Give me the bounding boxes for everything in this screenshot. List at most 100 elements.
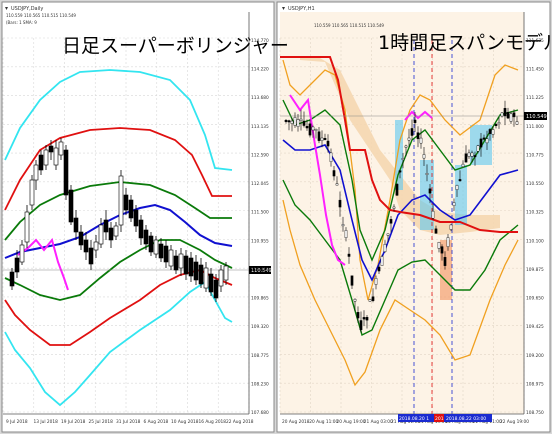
right-plot-area[interactable] bbox=[279, 12, 525, 414]
span-blue-line bbox=[282, 139, 519, 282]
candle-body bbox=[440, 246, 444, 254]
candle-body bbox=[473, 155, 477, 158]
left-plot-area[interactable] bbox=[2, 12, 250, 414]
candle-body bbox=[9, 271, 15, 287]
right-ohlc-line: 110.559 110.565 110.515 110.549 bbox=[314, 23, 384, 28]
highlight-zone bbox=[440, 240, 452, 300]
x-tick-label: 19 Jul 2018 bbox=[61, 419, 86, 425]
y-tick-label: 110.325 bbox=[526, 210, 544, 216]
candle-body bbox=[380, 256, 384, 266]
y-tick-label: 107.680 bbox=[251, 410, 269, 416]
candle-body bbox=[434, 228, 438, 234]
date-label-1: 2018.08.20 1 bbox=[399, 416, 429, 422]
candle-body bbox=[497, 122, 501, 125]
candle-body bbox=[188, 257, 194, 277]
upper-span-green bbox=[282, 99, 519, 262]
candle-body bbox=[464, 153, 468, 163]
candle-body bbox=[88, 247, 94, 265]
lower-outer-band bbox=[282, 199, 519, 387]
y-tick-label: 109.875 bbox=[526, 267, 544, 273]
candle-body bbox=[168, 249, 174, 267]
candle-body bbox=[143, 229, 149, 245]
candle-body bbox=[148, 235, 154, 253]
right-date-labels: 2018.08.20 1 2018.0 2018.08.22 03:00 bbox=[398, 414, 492, 422]
candle-body bbox=[374, 278, 378, 285]
candle-body bbox=[320, 137, 324, 141]
candle-body bbox=[371, 296, 375, 301]
y-tick-label: 113.135 bbox=[251, 124, 269, 130]
candle-body bbox=[353, 298, 357, 302]
candle-body bbox=[113, 225, 119, 237]
candle-body bbox=[359, 320, 363, 331]
candle-body bbox=[193, 261, 199, 281]
candle-body bbox=[311, 126, 315, 131]
x-tick-label: 22 Aug 19:00 bbox=[500, 419, 529, 425]
x-tick-label: 20 Aug 2018 bbox=[282, 419, 310, 425]
candle-body bbox=[341, 224, 345, 227]
candle-body bbox=[317, 131, 321, 141]
y-tick-label: 111.450 bbox=[526, 67, 544, 73]
candle-body bbox=[515, 121, 519, 125]
candle-body bbox=[38, 154, 44, 171]
y-tick-label: 110.100 bbox=[526, 238, 544, 244]
candle-body bbox=[48, 145, 54, 153]
candle-body bbox=[183, 255, 189, 275]
right-y-axis: 111.675 111.450 111.225 111.000 110.775 110.5… bbox=[526, 38, 544, 416]
candle-body bbox=[422, 154, 426, 159]
x-tick-label: 20 Aug 11:00 bbox=[309, 419, 338, 425]
candle-body bbox=[326, 140, 330, 147]
candle-body bbox=[413, 119, 417, 124]
candle-body bbox=[410, 128, 414, 136]
lower-3sigma-line bbox=[4, 280, 233, 407]
candle-body bbox=[178, 253, 184, 269]
right-price-badge: 110.549 bbox=[524, 112, 547, 120]
span-cloud bbox=[300, 58, 500, 235]
candle-body bbox=[43, 149, 49, 166]
candle-body bbox=[73, 217, 79, 233]
candle-body bbox=[491, 129, 495, 135]
y-tick-label: 109.865 bbox=[251, 296, 269, 302]
date-label-2: 2018.0 bbox=[435, 416, 451, 422]
lagging-span-line bbox=[17, 237, 69, 291]
candle-body bbox=[302, 120, 306, 126]
y-tick-label: 110.955 bbox=[251, 238, 269, 244]
svg-text:110.559 110.565 110.515 110.54: 110.559 110.565 110.515 110.549 bbox=[6, 13, 76, 18]
candle-body bbox=[203, 267, 209, 289]
candle-body bbox=[347, 253, 351, 257]
candle-body bbox=[431, 210, 435, 219]
candle-body bbox=[377, 266, 381, 272]
right-chart-header: ▾ USDJPY,H1 110.559 110.565 110.515 110.… bbox=[282, 5, 384, 28]
left-x-axis: 9 Jul 2018 13 Jul 2018 19 Jul 2018 25 Jul 2… bbox=[6, 419, 254, 425]
candle-body bbox=[123, 194, 129, 211]
y-tick-label: 111.225 bbox=[526, 95, 544, 101]
candle-body bbox=[362, 317, 366, 320]
candle-body bbox=[173, 255, 179, 271]
candle-body bbox=[33, 164, 39, 181]
candle-body bbox=[470, 152, 474, 157]
svg-text:日足スーパーボリンジャー: 日足スーパーボリンジャー bbox=[62, 35, 289, 57]
candle-body bbox=[494, 124, 498, 126]
candle-body bbox=[284, 119, 288, 122]
candle-body bbox=[308, 123, 312, 136]
svg-text:1時間足スパンモデル: 1時間足スパンモデル bbox=[378, 32, 552, 54]
candle-body bbox=[83, 239, 89, 253]
y-tick-label: 112.590 bbox=[251, 152, 269, 158]
x-tick-label: 20 Aug 19:00 bbox=[337, 419, 366, 425]
candle-body bbox=[407, 137, 411, 141]
candle-body bbox=[133, 209, 139, 227]
candle-body bbox=[419, 137, 423, 144]
x-tick-label: 21 Aug 03:00 bbox=[364, 419, 393, 425]
candle-body bbox=[446, 237, 450, 247]
candle-body bbox=[467, 152, 471, 157]
candle-body bbox=[98, 224, 104, 245]
candle-body bbox=[488, 129, 492, 134]
candle-body bbox=[482, 137, 486, 140]
candle-body bbox=[53, 147, 59, 166]
candle-body bbox=[449, 224, 453, 230]
highlight-zone bbox=[420, 160, 434, 230]
candle-body bbox=[29, 179, 35, 206]
candle-body bbox=[503, 108, 507, 117]
candle-body bbox=[103, 219, 109, 233]
lagging-span-line bbox=[404, 110, 433, 121]
